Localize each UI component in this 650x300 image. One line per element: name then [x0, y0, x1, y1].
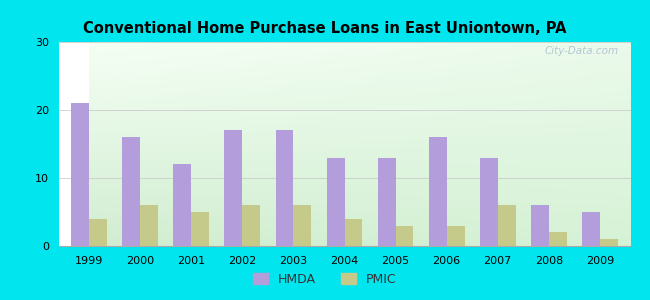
Bar: [72, 103, 89, 246]
Bar: [549, 232, 567, 246]
Bar: [174, 164, 191, 246]
Bar: [396, 226, 413, 246]
Bar: [224, 130, 242, 246]
Bar: [140, 205, 158, 246]
Bar: [447, 226, 465, 246]
Bar: [429, 137, 447, 246]
Legend: HMDA, PMIC: HMDA, PMIC: [248, 268, 402, 291]
Bar: [498, 205, 515, 246]
Bar: [600, 239, 618, 246]
Bar: [480, 158, 498, 246]
Bar: [326, 158, 344, 246]
Bar: [242, 205, 260, 246]
Bar: [531, 205, 549, 246]
Bar: [89, 219, 107, 246]
Bar: [582, 212, 600, 246]
Bar: [191, 212, 209, 246]
Text: City-Data.com: City-Data.com: [545, 46, 619, 56]
Bar: [293, 205, 311, 246]
Bar: [276, 130, 293, 246]
Bar: [344, 219, 363, 246]
Bar: [122, 137, 140, 246]
Bar: [378, 158, 396, 246]
Text: Conventional Home Purchase Loans in East Uniontown, PA: Conventional Home Purchase Loans in East…: [83, 21, 567, 36]
